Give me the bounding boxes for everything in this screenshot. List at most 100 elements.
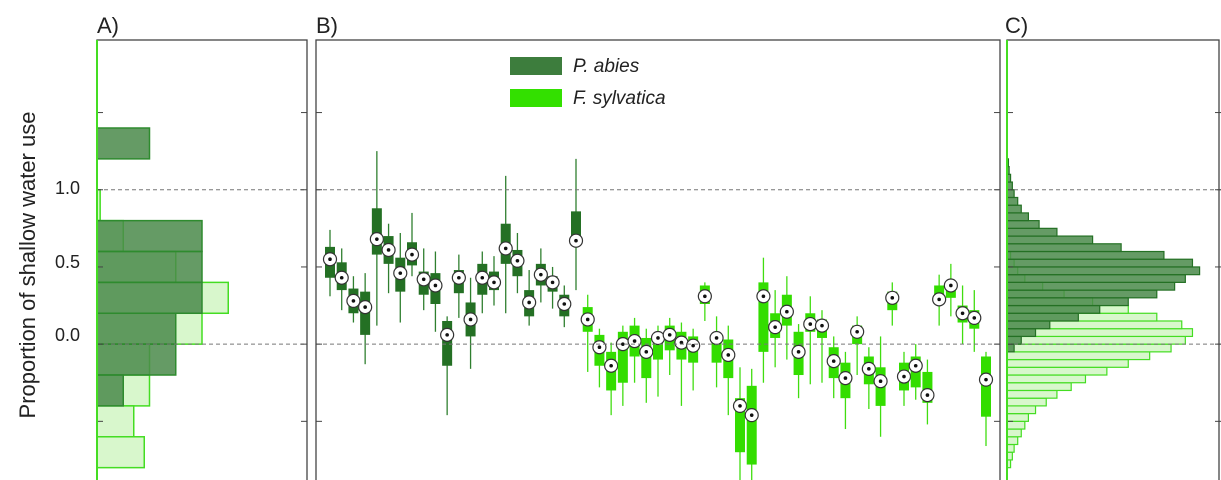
- box-sylvatica: [885, 282, 900, 326]
- hist-bar-abies: [1006, 297, 1129, 307]
- panel-label-c: C): [1005, 13, 1028, 38]
- hist-bar-abies: [96, 312, 177, 345]
- box-abies: [568, 158, 584, 291]
- legend-label-abies: P. abies: [573, 56, 640, 77]
- mean-point-dot: [808, 322, 813, 326]
- hist-bar-abies: [96, 281, 203, 315]
- mean-point-dot: [761, 294, 766, 299]
- box-sylvatica: [627, 317, 642, 383]
- hist-bar-abies: [96, 250, 203, 284]
- box-abies: [545, 266, 560, 309]
- hist-bar-abies: [1006, 343, 1015, 353]
- mean-point-dot: [679, 340, 684, 345]
- box-sylvatica: [639, 328, 654, 403]
- hist-bar-sylvatica: [1006, 343, 1172, 353]
- box-body: [653, 334, 663, 360]
- mean-point-dot: [328, 257, 332, 262]
- legend-swatch-sylvatica: [510, 89, 562, 107]
- hist-bar-abies: [1006, 204, 1022, 214]
- mean-point-dot: [433, 283, 438, 288]
- box-sylvatica: [920, 359, 935, 425]
- mean-point-dot: [867, 367, 871, 371]
- mean-point-dot: [984, 377, 988, 382]
- y-tick-label: 0.5: [55, 252, 80, 272]
- hist-bar-abies: [1006, 243, 1122, 253]
- mean-point-dot: [691, 343, 695, 348]
- hist-bar-sylvatica: [1006, 405, 1037, 415]
- hist-bar-abies: [1006, 335, 1022, 345]
- box-abies: [334, 248, 349, 311]
- panel-a: [96, 39, 308, 480]
- hist-bar-sylvatica: [1006, 428, 1022, 438]
- mean-point-dot: [831, 359, 836, 363]
- mean-point-dot: [539, 272, 543, 277]
- box-sylvatica: [744, 368, 759, 480]
- box-sylvatica: [709, 316, 724, 388]
- mean-point-dot: [445, 333, 449, 337]
- hist-bar-sylvatica: [96, 405, 135, 438]
- box-sylvatica: [955, 285, 970, 345]
- mean-point-dot: [703, 294, 707, 299]
- hist-bar-abies: [1006, 189, 1015, 199]
- box-abies: [322, 229, 338, 297]
- box-abies: [440, 316, 455, 416]
- box-sylvatica: [604, 342, 619, 416]
- box-sylvatica: [721, 325, 736, 416]
- mean-point-dot: [597, 345, 602, 350]
- box-abies: [486, 256, 502, 306]
- hist-bar-abies: [1006, 304, 1101, 314]
- box-sylvatica: [768, 290, 783, 368]
- hist-bar-sylvatica: [1006, 413, 1029, 422]
- mean-point-dot: [937, 297, 941, 302]
- hist-bar-abies: [1006, 328, 1037, 338]
- hist-bar-abies: [96, 127, 151, 160]
- box-sylvatica: [650, 325, 666, 397]
- mean-point-dot: [562, 302, 567, 306]
- box-abies: [393, 232, 408, 323]
- mean-point-dot: [421, 277, 426, 282]
- mean-point-dot: [351, 299, 356, 303]
- panel-b-frame: [315, 39, 1001, 480]
- mean-point-dot: [773, 325, 777, 329]
- box-abies: [498, 175, 513, 314]
- mean-point-dot: [375, 237, 379, 241]
- box-abies: [451, 254, 466, 318]
- hist-bar-sylvatica: [96, 436, 145, 469]
- box-sylvatica: [978, 351, 994, 447]
- hist-bar-abies: [1006, 258, 1194, 268]
- box-sylvatica: [756, 257, 771, 383]
- hist-bar-abies: [1006, 212, 1029, 222]
- box-sylvatica: [662, 317, 677, 376]
- box-sylvatica: [932, 274, 947, 326]
- mean-point-dot: [386, 248, 391, 252]
- mean-point-dot: [621, 342, 625, 346]
- panel-c: [1006, 39, 1221, 480]
- mean-point-dot: [457, 275, 461, 280]
- box-abies: [463, 277, 478, 369]
- box-sylvatica: [697, 282, 712, 321]
- mean-point-dot: [913, 363, 918, 368]
- hist-bar-abies: [1006, 289, 1158, 299]
- panel-label-b: B): [316, 13, 338, 38]
- box-body: [711, 334, 722, 363]
- mean-point-dot: [503, 246, 508, 251]
- box-sylvatica: [580, 294, 595, 372]
- mean-point-dot: [972, 316, 977, 320]
- box-abies: [557, 285, 572, 328]
- hist-bar-abies: [1006, 235, 1094, 245]
- mean-point-dot: [714, 336, 719, 340]
- box-abies: [510, 232, 525, 294]
- mean-point-dot: [574, 238, 578, 243]
- box-sylvatica: [908, 344, 923, 400]
- box-sylvatica: [779, 276, 794, 360]
- hist-bar-abies: [96, 343, 177, 376]
- hist-bar-abies: [1006, 250, 1165, 260]
- box-sylvatica: [674, 322, 689, 406]
- mean-point-dot: [726, 353, 731, 357]
- box-sylvatica: [732, 367, 748, 480]
- mean-point-dot: [468, 317, 473, 322]
- hist-bar-abies: [1006, 281, 1176, 291]
- legend: P. abies F. sylvatica: [510, 56, 666, 109]
- hist-bar-sylvatica: [1006, 374, 1087, 384]
